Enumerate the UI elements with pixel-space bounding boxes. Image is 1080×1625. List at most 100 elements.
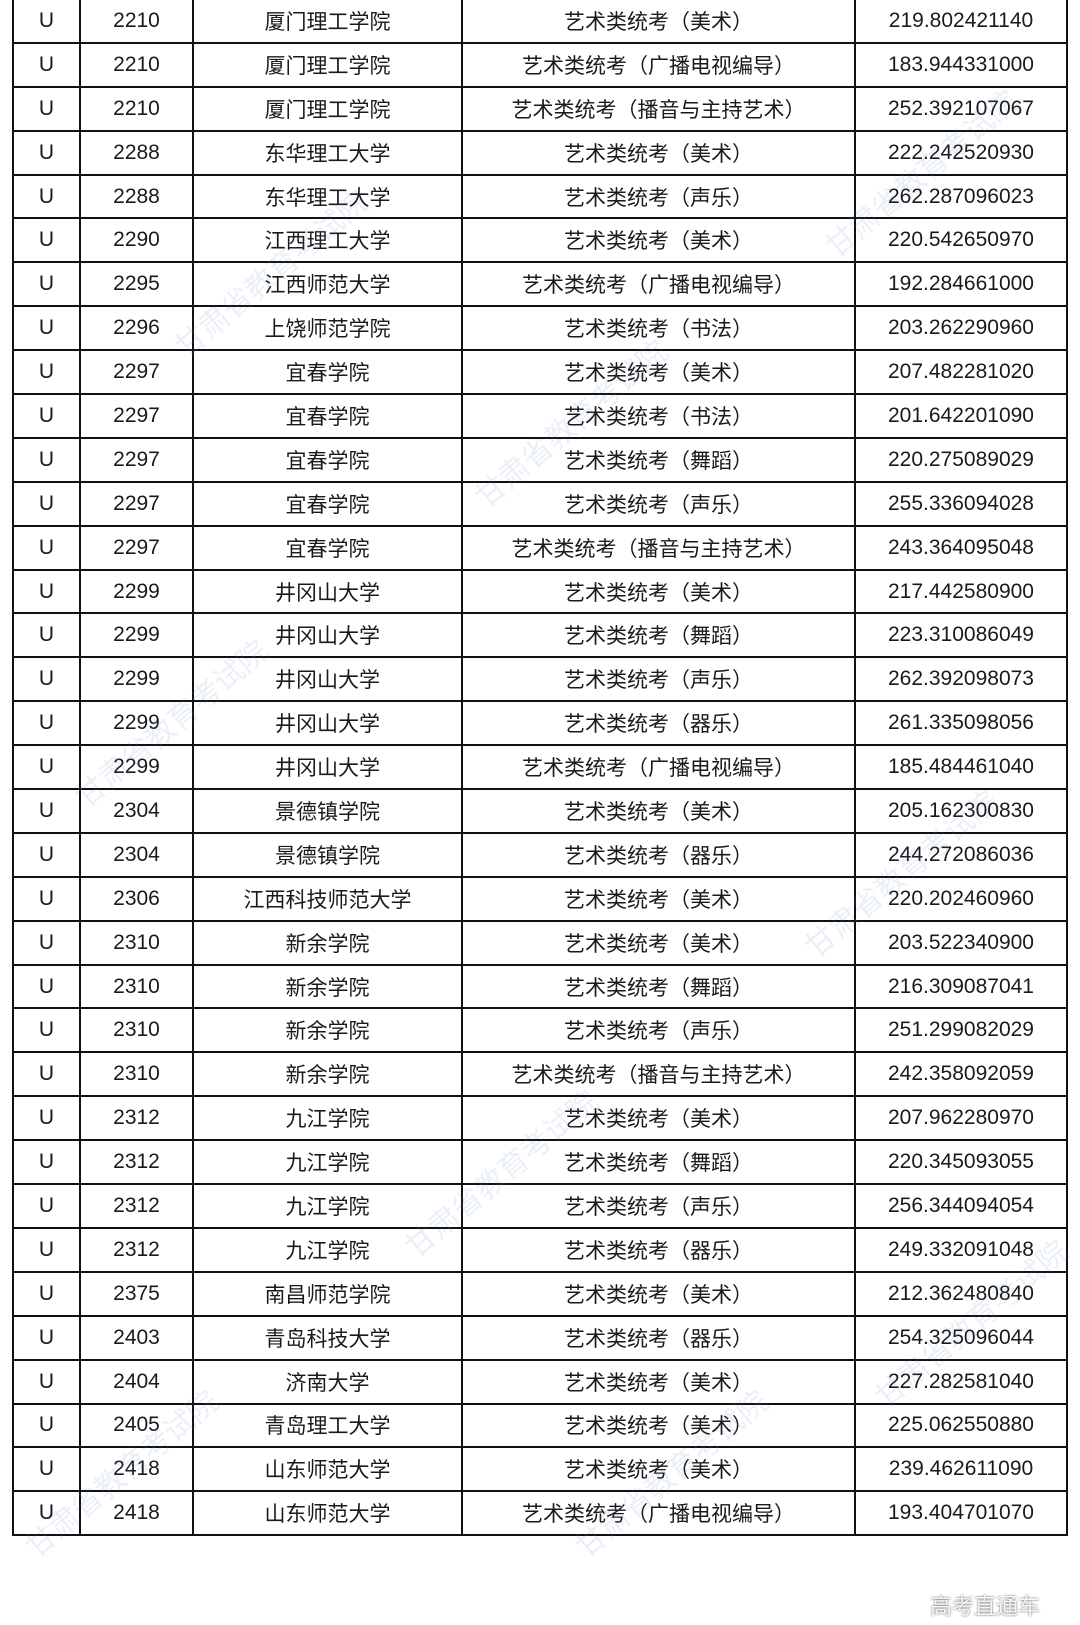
table-row: U 2210 厦门理工学院 艺术类统考（广播电视编导） 183.944331000 [12, 41, 1068, 88]
table-row: U 2403 青岛科技大学 艺术类统考（器乐） 254.325096044 [12, 1314, 1068, 1361]
category-cell: 艺术类统考（舞蹈） [461, 1139, 856, 1186]
category-cell: 艺术类统考（舞蹈） [461, 963, 856, 1010]
score-cell: 261.335098056 [854, 700, 1068, 747]
batch-cell: U [12, 85, 81, 132]
category-cell: 艺术类统考（器乐） [461, 700, 856, 747]
school-name-cell: 江西理工大学 [192, 217, 463, 264]
score-cell: 251.299082029 [854, 1007, 1068, 1054]
school-code-cell: 2403 [79, 1314, 194, 1361]
school-code-cell: 2304 [79, 831, 194, 878]
category-cell: 艺术类统考（声乐） [461, 480, 856, 527]
score-cell: 244.272086036 [854, 831, 1068, 878]
school-name-cell: 九江学院 [192, 1226, 463, 1273]
batch-cell: U [12, 1314, 81, 1361]
category-cell: 艺术类统考（美术） [461, 1402, 856, 1449]
table-row: U 2312 九江学院 艺术类统考（美术） 207.962280970 [12, 1095, 1068, 1142]
batch-cell: U [12, 1226, 81, 1273]
batch-cell: U [12, 1139, 81, 1186]
batch-cell: U [12, 1358, 81, 1405]
category-cell: 艺术类统考（广播电视编导） [461, 261, 856, 308]
school-name-cell: 济南大学 [192, 1358, 463, 1405]
table-row: U 2418 山东师范大学 艺术类统考（美术） 239.462611090 [12, 1446, 1068, 1493]
batch-cell: U [12, 788, 81, 834]
school-name-cell: 新余学院 [192, 1051, 463, 1098]
category-cell: 艺术类统考（美术） [461, 1358, 856, 1405]
table-row: U 2310 新余学院 艺术类统考（声乐） 251.299082029 [12, 1007, 1068, 1054]
school-name-cell: 井冈山大学 [192, 656, 463, 703]
category-cell: 艺术类统考（声乐） [461, 656, 856, 703]
score-cell: 217.442580900 [854, 568, 1068, 615]
batch-cell: U [12, 919, 81, 966]
table-row: U 2288 东华理工大学 艺术类统考（美术） 222.242520930 [12, 129, 1068, 176]
batch-cell: U [12, 568, 81, 615]
batch-cell: U [12, 41, 81, 88]
school-code-cell: 2297 [79, 524, 194, 571]
school-name-cell: 上饶师范学院 [192, 305, 463, 352]
score-cell: 239.462611090 [854, 1446, 1068, 1493]
category-cell: 艺术类统考（声乐） [461, 1007, 856, 1054]
table-row: U 2404 济南大学 艺术类统考（美术） 227.282581040 [12, 1358, 1068, 1405]
batch-cell: U [12, 305, 81, 352]
batch-cell: U [12, 1490, 81, 1537]
school-name-cell: 宜春学院 [192, 349, 463, 396]
score-cell: 262.392098073 [854, 656, 1068, 703]
category-cell: 艺术类统考（播音与主持艺术） [461, 524, 856, 571]
school-name-cell: 江西师范大学 [192, 261, 463, 308]
batch-cell: U [12, 0, 81, 44]
school-name-cell: 新余学院 [192, 919, 463, 966]
category-cell: 艺术类统考（美术） [461, 0, 856, 44]
school-code-cell: 2310 [79, 919, 194, 966]
category-cell: 艺术类统考（广播电视编导） [461, 41, 856, 88]
school-code-cell: 2299 [79, 656, 194, 703]
batch-cell: U [12, 1007, 81, 1054]
table-row: U 2210 厦门理工学院 艺术类统考（播音与主持艺术） 252.392107067 [12, 85, 1068, 132]
school-name-cell: 新余学院 [192, 963, 463, 1010]
school-code-cell: 2310 [79, 963, 194, 1010]
batch-cell: U [12, 393, 81, 439]
school-code-cell: 2295 [79, 261, 194, 308]
score-cell: 255.336094028 [854, 480, 1068, 527]
score-cell: 220.202460960 [854, 875, 1068, 922]
school-code-cell: 2299 [79, 568, 194, 615]
score-cell: 192.284661000 [854, 261, 1068, 308]
table-row: U 2299 井冈山大学 艺术类统考（舞蹈） 223.310086049 [12, 612, 1068, 659]
batch-cell: U [12, 831, 81, 878]
table-row: U 2310 新余学院 艺术类统考（播音与主持艺术） 242.358092059 [12, 1051, 1068, 1098]
batch-cell: U [12, 700, 81, 747]
category-cell: 艺术类统考（器乐） [461, 831, 856, 878]
school-name-cell: 九江学院 [192, 1183, 463, 1229]
school-name-cell: 青岛理工大学 [192, 1402, 463, 1449]
score-cell: 193.404701070 [854, 1490, 1068, 1537]
score-cell: 227.282581040 [854, 1358, 1068, 1405]
school-name-cell: 江西科技师范大学 [192, 875, 463, 922]
score-cell: 201.642201090 [854, 393, 1068, 439]
school-code-cell: 2297 [79, 436, 194, 483]
score-cell: 256.344094054 [854, 1183, 1068, 1229]
category-cell: 艺术类统考（书法） [461, 305, 856, 352]
school-code-cell: 2290 [79, 217, 194, 264]
table-row: U 2304 景德镇学院 艺术类统考（美术） 205.162300830 [12, 788, 1068, 834]
school-code-cell: 2304 [79, 788, 194, 834]
school-name-cell: 宜春学院 [192, 480, 463, 527]
category-cell: 艺术类统考（美术） [461, 1095, 856, 1142]
school-name-cell: 山东师范大学 [192, 1490, 463, 1537]
score-cell: 262.287096023 [854, 173, 1068, 220]
category-cell: 艺术类统考（美术） [461, 1446, 856, 1493]
school-name-cell: 厦门理工学院 [192, 85, 463, 132]
score-cell: 183.944331000 [854, 41, 1068, 88]
category-cell: 艺术类统考（播音与主持艺术） [461, 85, 856, 132]
school-code-cell: 2405 [79, 1402, 194, 1449]
category-cell: 艺术类统考（器乐） [461, 1314, 856, 1361]
category-cell: 艺术类统考（美术） [461, 349, 856, 396]
school-name-cell: 宜春学院 [192, 524, 463, 571]
school-code-cell: 2312 [79, 1183, 194, 1229]
school-name-cell: 九江学院 [192, 1139, 463, 1186]
table-row: U 2296 上饶师范学院 艺术类统考（书法） 203.262290960 [12, 305, 1068, 352]
table-row: U 2299 井冈山大学 艺术类统考（器乐） 261.335098056 [12, 700, 1068, 747]
score-cell: 242.358092059 [854, 1051, 1068, 1098]
table-row: U 2312 九江学院 艺术类统考（器乐） 249.332091048 [12, 1226, 1068, 1273]
admission-score-table: U 2210 厦门理工学院 艺术类统考（美术） 219.802421140 U 2210 厦门… [12, 0, 1068, 1537]
batch-cell: U [12, 129, 81, 176]
school-code-cell: 2306 [79, 875, 194, 922]
category-cell: 艺术类统考（声乐） [461, 1183, 856, 1229]
